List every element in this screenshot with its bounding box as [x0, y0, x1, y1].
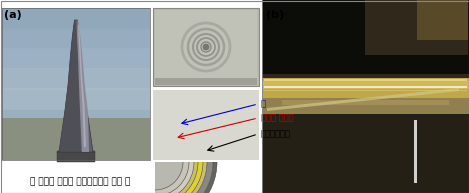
Wedge shape [155, 162, 217, 193]
Bar [264, 79, 467, 81]
Polygon shape [267, 88, 459, 111]
Bar [262, 117, 469, 193]
Bar [282, 100, 449, 105]
Bar [2, 8, 150, 160]
Wedge shape [155, 162, 183, 190]
Bar [2, 68, 150, 90]
Text: 금: 금 [261, 100, 266, 108]
Bar [155, 10, 257, 84]
Polygon shape [59, 20, 81, 152]
Bar [262, 98, 469, 116]
Bar [2, 8, 150, 30]
Bar [153, 90, 259, 160]
Bar [57, 152, 95, 162]
Wedge shape [155, 162, 203, 193]
Bar [2, 88, 150, 110]
Text: 기능성 파릴렌: 기능성 파릴렌 [261, 113, 294, 123]
Bar [153, 8, 259, 86]
Circle shape [203, 44, 209, 50]
Wedge shape [155, 162, 207, 193]
Bar [2, 28, 150, 50]
Bar [417, 0, 468, 40]
Polygon shape [59, 20, 93, 152]
Wedge shape [155, 162, 189, 193]
Bar [262, 78, 469, 98]
Wedge shape [155, 162, 194, 193]
Bar [262, 114, 469, 117]
Polygon shape [77, 20, 89, 152]
Bar [365, 0, 468, 55]
Bar [155, 78, 257, 85]
Text: (b): (b) [266, 10, 284, 20]
Text: (a): (a) [4, 10, 22, 20]
Bar [262, 74, 469, 78]
Bar [2, 48, 150, 70]
Text: 마이크로니들: 마이크로니들 [261, 130, 291, 139]
Bar [262, 0, 469, 75]
Bar [262, 81, 469, 89]
Bar [264, 86, 467, 87]
Ellipse shape [57, 149, 95, 155]
Bar [2, 8, 150, 118]
Wedge shape [155, 162, 198, 193]
Text: 〈 기능성 파릴렌 표면처리기술 사용 〉: 〈 기능성 파릴렌 표면처리기술 사용 〉 [30, 178, 130, 186]
Bar [0, 0, 262, 193]
Polygon shape [78, 25, 86, 147]
Bar [414, 120, 416, 183]
Bar [2, 118, 150, 160]
Bar [264, 90, 467, 91]
Bar [262, 0, 469, 193]
Wedge shape [155, 162, 213, 193]
